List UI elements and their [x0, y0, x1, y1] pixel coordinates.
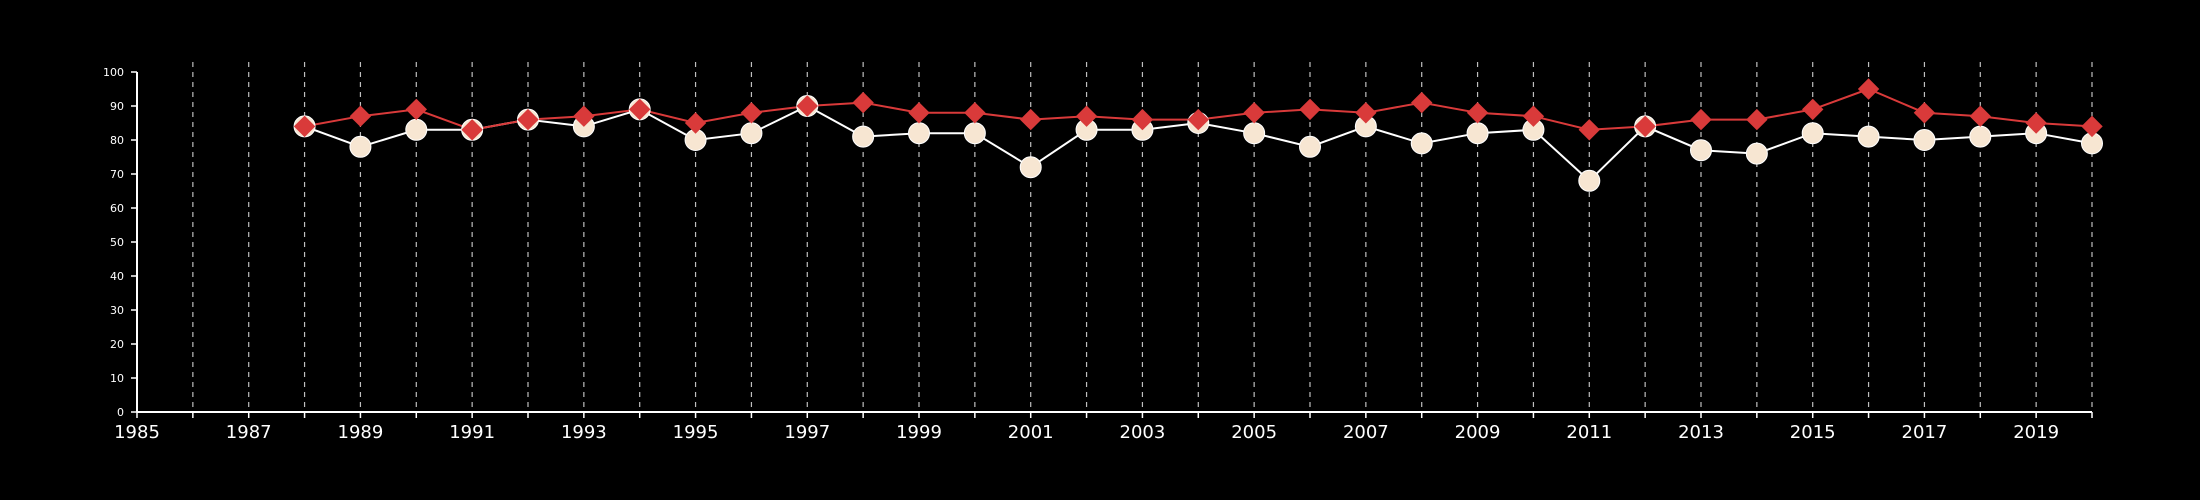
x-tick-label-1987: 1987 [226, 422, 272, 443]
y-tick-label-30: 30 [110, 304, 124, 317]
series-b-point-1996 [740, 122, 763, 145]
series-a-point-1997 [796, 95, 818, 117]
series-b-point-1990 [405, 118, 428, 141]
series-a-point-2006 [1299, 98, 1321, 121]
y-tick-label-60: 60 [110, 202, 124, 215]
x-tick-label-2001: 2001 [1008, 422, 1054, 443]
series-b-point-2013 [1690, 139, 1712, 162]
series-a-point-1996 [740, 102, 763, 124]
x-tick-label-1985: 1985 [114, 422, 160, 443]
series-a-point-2013 [1690, 108, 1712, 131]
y-tick-label-70: 70 [110, 168, 124, 181]
x-tick-label-2007: 2007 [1343, 422, 1389, 443]
y-tick-label-90: 90 [110, 100, 124, 113]
x-tick-label-2003: 2003 [1120, 422, 1166, 443]
series-b-point-2006 [1299, 135, 1321, 158]
series-a-point-2018 [1969, 105, 1991, 127]
series-a-point-2001 [1020, 108, 1042, 131]
series-b-point-2017 [1913, 129, 1936, 151]
series-a-point-2011 [1578, 119, 1600, 141]
series-a-point-1993 [573, 105, 595, 127]
series-a-point-2007 [1355, 102, 1377, 124]
y-tick-label-100: 100 [103, 66, 124, 79]
x-tick-label-2019: 2019 [2013, 422, 2059, 443]
x-tick-label-1999: 1999 [896, 422, 942, 443]
series-b-point-2011 [1578, 169, 1601, 192]
series-a-point-2005 [1243, 102, 1265, 124]
series-b-point-2001 [1019, 156, 1042, 179]
series-a-point-1999 [908, 102, 930, 124]
series-a-point-2012 [1634, 115, 1656, 138]
series-b-point-2005 [1243, 122, 1266, 145]
series-a-point-1998 [852, 91, 874, 114]
series-b-point-2016 [1857, 125, 1880, 148]
series-a-point-1992 [517, 108, 539, 131]
series-a-point-2017 [1913, 102, 1936, 124]
y-tick-label-50: 50 [110, 236, 124, 249]
series-a-point-2015 [1802, 98, 1824, 121]
x-tick-label-2009: 2009 [1455, 422, 1501, 443]
x-tick-label-1989: 1989 [338, 422, 384, 443]
x-tick-label-2005: 2005 [1231, 422, 1277, 443]
series-a-point-2020 [2081, 115, 2103, 138]
series-a-point-2008 [1411, 91, 1433, 114]
x-tick-label-2017: 2017 [1902, 422, 1948, 443]
series-a-point-1988 [293, 115, 316, 138]
series-b-point-2008 [1410, 132, 1433, 155]
series-a-point-2016 [1857, 78, 1880, 100]
series-a-point-2003 [1131, 108, 1154, 131]
x-tick-label-2011: 2011 [1566, 422, 1612, 443]
x-tick-label-1995: 1995 [673, 422, 719, 443]
axis-layer: 0 10 20 30 40 50 60 70 80 90 100 1985 1987 1989 1991 19… [103, 66, 2093, 443]
series-a-point-1991 [461, 119, 483, 141]
series-b-point-1989 [349, 135, 372, 158]
series-a-point-2009 [1466, 102, 1489, 124]
series-b-point-1999 [908, 122, 930, 145]
series-b-point-2014 [1745, 142, 1768, 165]
series-b-point-2009 [1466, 122, 1489, 145]
y-tick-label-80: 80 [110, 134, 124, 147]
series-a-point-1989 [349, 105, 372, 127]
series-a-point-1995 [684, 112, 707, 134]
series-a-point-2010 [1522, 105, 1545, 127]
series-a-point-2002 [1075, 105, 1098, 127]
y-tick-label-40: 40 [110, 270, 124, 283]
x-tick-label-2013: 2013 [1678, 422, 1724, 443]
series-a-point-1994 [629, 98, 651, 121]
series-a-point-2014 [1746, 108, 1768, 131]
x-tick-label-1993: 1993 [561, 422, 607, 443]
y-tick-label-0: 0 [117, 406, 124, 419]
x-tick-label-2015: 2015 [1790, 422, 1836, 443]
x-tick-label-1991: 1991 [449, 422, 495, 443]
series-layer [293, 78, 2103, 192]
series-a-point-2019 [2025, 112, 2047, 134]
series-a-point-2004 [1187, 108, 1209, 131]
series-b-point-2000 [963, 122, 986, 145]
series-a-point-2000 [964, 102, 986, 124]
series-b-point-1998 [852, 125, 875, 148]
series-a-point-1990 [405, 98, 427, 121]
grid-layer [192, 62, 2093, 412]
y-tick-label-20: 20 [110, 338, 124, 351]
y-tick-label-10: 10 [110, 372, 124, 385]
series-b-point-2015 [1801, 122, 1824, 145]
series-b-point-2018 [1969, 125, 1992, 148]
x-tick-label-1997: 1997 [784, 422, 830, 443]
